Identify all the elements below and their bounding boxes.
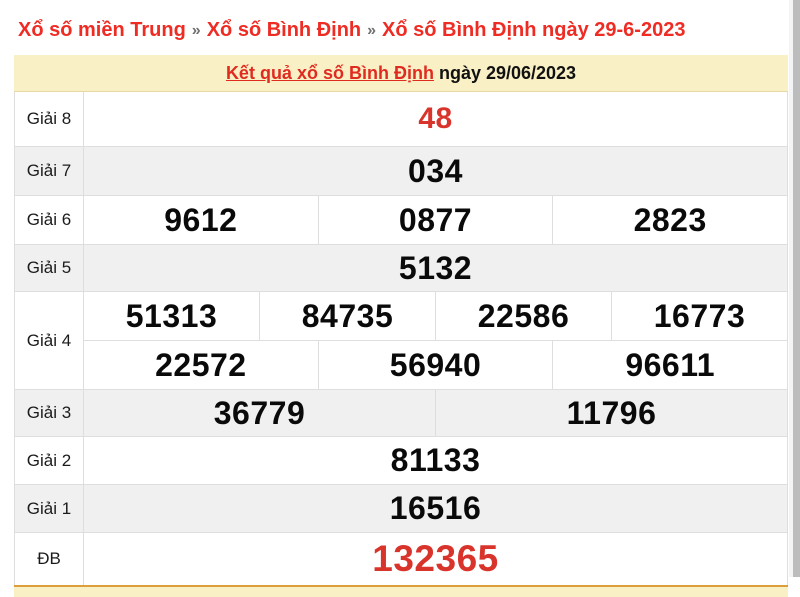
prize-number: 16516: [389, 490, 482, 526]
prize-number-group: 16516: [84, 485, 787, 532]
prize-number: 11796: [435, 390, 787, 436]
prize-number: 16773: [611, 292, 787, 340]
breadcrumb-link-mien-trung[interactable]: Xổ số miền Trung: [18, 19, 186, 41]
prize-row: Giải 1 16516: [15, 484, 787, 532]
page-right-edge: [789, 0, 800, 577]
prize-number-group: 132365: [84, 533, 787, 585]
prize-row: Giải 6 9612 0877 2823: [15, 195, 787, 244]
prize-number: 034: [408, 152, 463, 189]
prize-values: 51313 84735 22586 16773 22572 56940 96611: [84, 292, 787, 389]
prize-values: 81133: [84, 437, 787, 484]
prize-row: Giải 4 51313 84735 22586 16773 22572 56940 9661…: [15, 291, 787, 389]
prize-values: 48: [84, 92, 787, 146]
prize-number: 22572: [155, 346, 247, 383]
prize-row: Giải 3 36779 11796: [15, 389, 787, 436]
prize-row: Giải 5 5132: [15, 244, 787, 291]
prize-number: 96611: [552, 341, 787, 389]
prize-label: Giải 1: [15, 485, 84, 532]
prize-number-group: 22572 56940 96611: [84, 340, 787, 389]
prize-label: Giải 3: [15, 390, 84, 436]
prize-row: ĐB 132365: [15, 532, 787, 585]
prize-number-group: 81133: [84, 437, 787, 484]
prize-values: 36779 11796: [84, 390, 787, 436]
prize-label: Giải 7: [15, 147, 84, 195]
result-header-bar: Kết quả xổ số Bình Định ngày 29/06/2023: [14, 55, 788, 92]
prize-number: 5132: [398, 249, 473, 286]
prize-values: 9612 0877 2823: [84, 196, 787, 244]
prize-number: 22586: [435, 292, 611, 340]
prize-label: Giải 8: [15, 92, 84, 146]
prize-number-group: 9612 0877 2823: [84, 196, 787, 244]
prize-number: 36779: [213, 394, 306, 431]
prize-label: Giải 6: [15, 196, 84, 244]
prize-number: 84735: [259, 292, 435, 340]
bottom-accent-bar: [14, 585, 788, 597]
prize-values: 5132: [84, 245, 787, 291]
prize-label: ĐB: [15, 533, 84, 585]
prize-number: 132365: [372, 538, 499, 579]
prize-row: Giải 8 48: [15, 92, 787, 146]
prize-values: 132365: [84, 533, 787, 585]
prize-number: 81133: [390, 442, 481, 478]
results-table: Giải 8 48 Giải 7 034 Giải 6 9612 0877 2823 Giải …: [14, 92, 788, 585]
prize-number-group: 48: [84, 92, 787, 146]
result-title-link[interactable]: Kết quả xổ số Bình Định: [225, 63, 434, 83]
breadcrumb-link-binh-dinh[interactable]: Xổ số Bình Định: [206, 19, 362, 41]
prize-values: 034: [84, 147, 787, 195]
prize-number: 56940: [317, 341, 553, 389]
prize-label: Giải 4: [15, 292, 84, 389]
breadcrumb-separator: »: [191, 22, 201, 39]
prize-values: 16516: [84, 485, 787, 532]
prize-number-group: 36779 11796: [84, 390, 787, 436]
prize-number: 0877: [317, 196, 553, 244]
prize-number: 51313: [125, 297, 218, 334]
breadcrumb: Xổ số miền Trung » Xổ số Bình Định » Xổ số B…: [0, 0, 793, 44]
prize-number-group: 5132: [84, 245, 787, 291]
result-title-date: ngày 29/06/2023: [433, 63, 577, 83]
prize-number: 48: [418, 102, 453, 135]
breadcrumb-separator: »: [367, 22, 377, 39]
prize-label: Giải 5: [15, 245, 84, 291]
prize-number: 9612: [164, 201, 238, 238]
prize-label: Giải 2: [15, 437, 84, 484]
prize-number-group: 51313 84735 22586 16773: [84, 292, 787, 340]
prize-number: 2823: [552, 196, 787, 244]
prize-row: Giải 7 034: [15, 146, 787, 195]
prize-row: Giải 2 81133: [15, 436, 787, 484]
prize-number-group: 034: [84, 147, 787, 195]
breadcrumb-current-page[interactable]: Xổ số Bình Định ngày 29-6-2023: [382, 19, 686, 41]
